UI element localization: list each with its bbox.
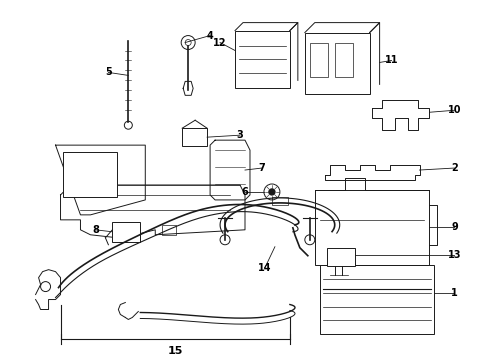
Bar — [272, 197, 288, 205]
Bar — [305, 32, 369, 94]
Bar — [235, 31, 290, 88]
Text: 12: 12 — [213, 37, 227, 48]
Text: 14: 14 — [258, 263, 271, 273]
Bar — [182, 128, 207, 146]
Bar — [315, 190, 429, 265]
Text: 5: 5 — [105, 67, 112, 77]
Text: 9: 9 — [451, 222, 458, 232]
Text: 8: 8 — [92, 225, 99, 235]
Text: 15: 15 — [168, 346, 183, 356]
Text: 3: 3 — [237, 130, 244, 140]
Text: 11: 11 — [385, 55, 398, 66]
Bar — [112, 222, 140, 242]
Bar — [335, 257, 350, 265]
Text: 7: 7 — [259, 163, 265, 173]
Bar — [335, 42, 353, 77]
Bar — [320, 265, 435, 334]
Text: 10: 10 — [448, 105, 461, 115]
Bar — [63, 152, 118, 197]
Bar — [162, 225, 176, 235]
Text: 2: 2 — [451, 163, 458, 173]
Bar — [310, 42, 328, 77]
Bar — [375, 257, 390, 265]
Text: 13: 13 — [448, 250, 461, 260]
Circle shape — [269, 189, 275, 195]
Text: 6: 6 — [242, 187, 248, 197]
Text: 1: 1 — [451, 288, 458, 298]
Text: 4: 4 — [207, 31, 214, 41]
Bar — [327, 248, 355, 266]
